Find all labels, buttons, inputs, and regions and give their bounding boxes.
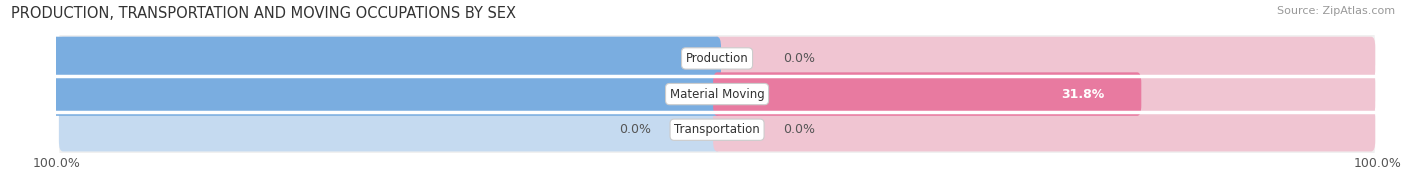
Text: 31.8%: 31.8% <box>1062 88 1104 101</box>
FancyBboxPatch shape <box>0 37 721 80</box>
FancyBboxPatch shape <box>58 28 1376 89</box>
Text: Source: ZipAtlas.com: Source: ZipAtlas.com <box>1277 6 1395 16</box>
Text: 0.0%: 0.0% <box>783 52 815 65</box>
Text: PRODUCTION, TRANSPORTATION AND MOVING OCCUPATIONS BY SEX: PRODUCTION, TRANSPORTATION AND MOVING OC… <box>11 6 516 21</box>
Text: Production: Production <box>686 52 748 65</box>
Legend: Male, Female: Male, Female <box>641 194 793 196</box>
Text: 0.0%: 0.0% <box>783 123 815 136</box>
FancyBboxPatch shape <box>59 72 721 116</box>
Text: Material Moving: Material Moving <box>669 88 765 101</box>
FancyBboxPatch shape <box>713 108 1375 152</box>
Text: 0.0%: 0.0% <box>619 123 651 136</box>
FancyBboxPatch shape <box>58 64 1376 124</box>
FancyBboxPatch shape <box>59 108 721 152</box>
FancyBboxPatch shape <box>713 37 1375 80</box>
FancyBboxPatch shape <box>713 72 1375 116</box>
FancyBboxPatch shape <box>0 72 721 116</box>
Text: Transportation: Transportation <box>675 123 759 136</box>
FancyBboxPatch shape <box>58 99 1376 160</box>
FancyBboxPatch shape <box>59 37 721 80</box>
FancyBboxPatch shape <box>713 72 1142 116</box>
